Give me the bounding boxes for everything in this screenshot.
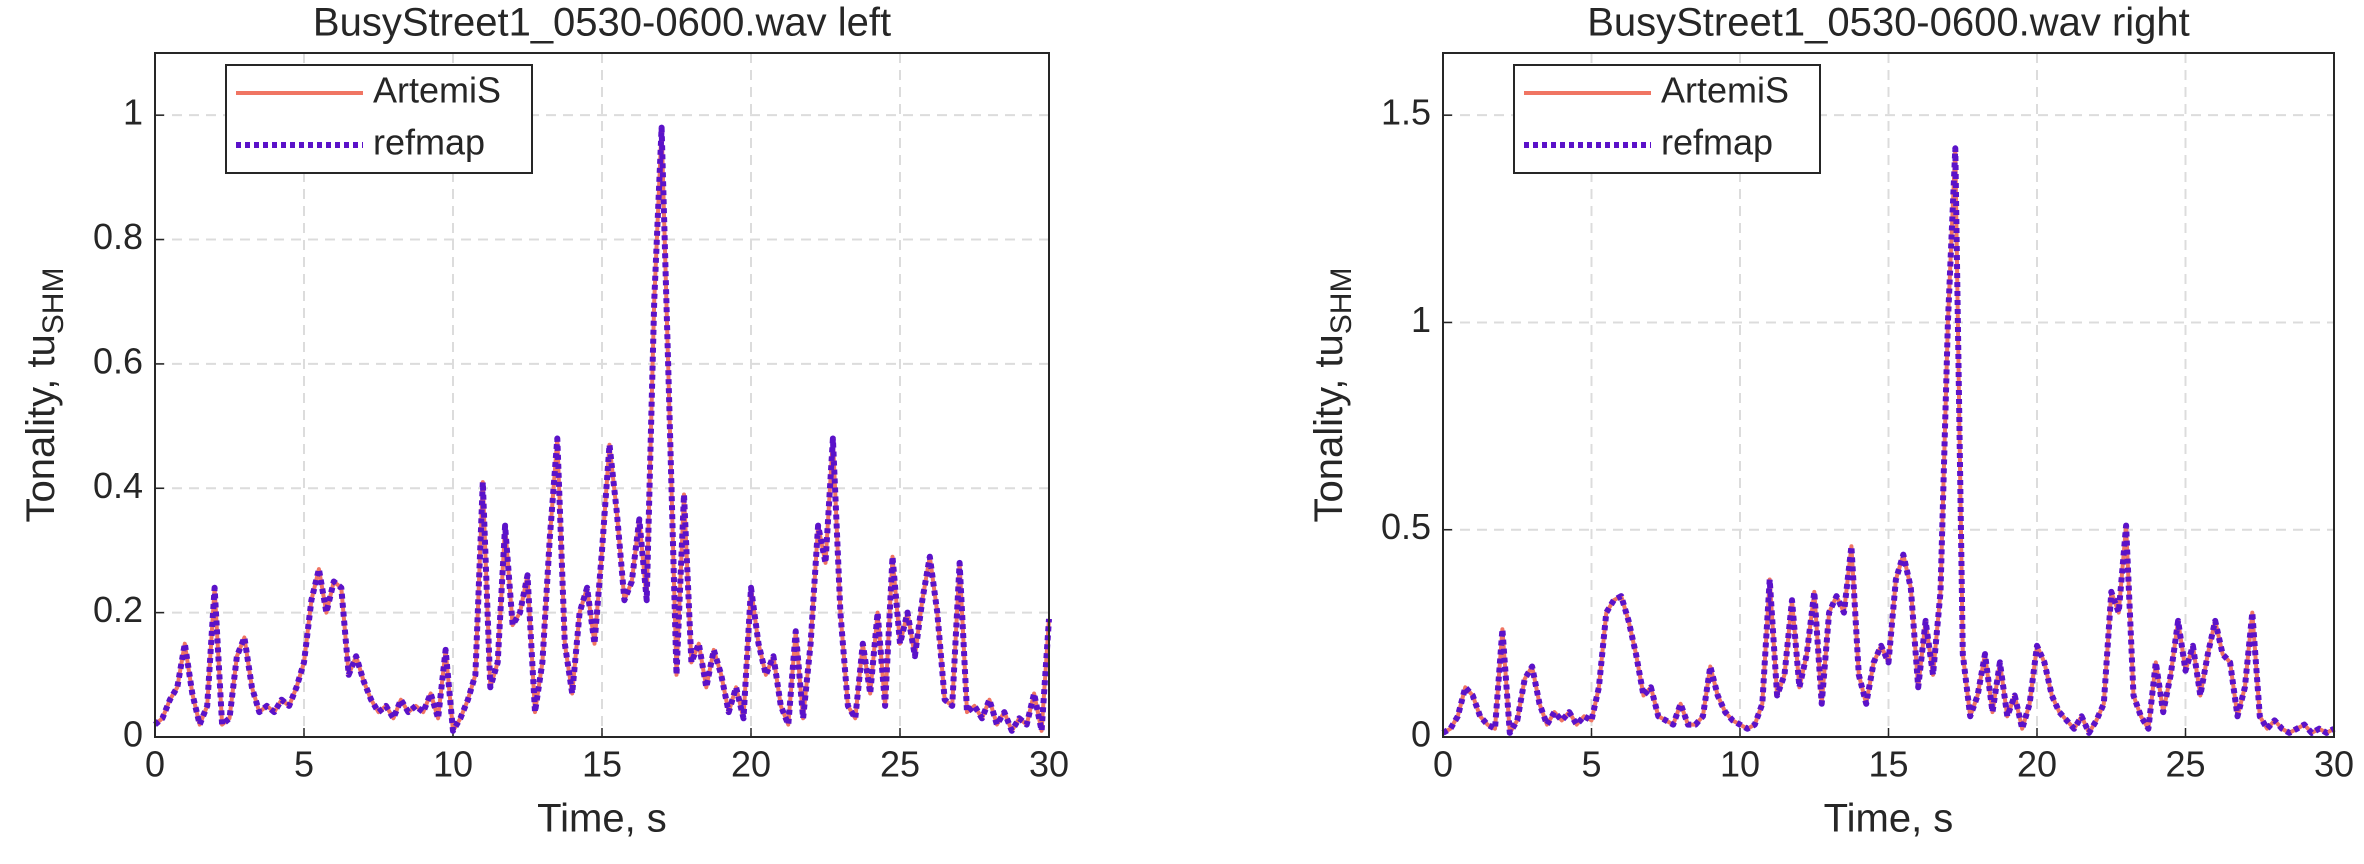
y-tick-label: 1 [1411, 299, 1431, 340]
x-tick-label: 10 [433, 744, 473, 785]
legend: ArtemiS refmap [1513, 64, 1821, 174]
y-tick-label: 0 [123, 714, 143, 755]
chart-title: BusyStreet1_0530-0600.wav right [1587, 1, 2190, 45]
y-axis-label-sub: SHM [37, 268, 70, 335]
legend: ArtemiS refmap [225, 64, 533, 174]
x-tick-label: 30 [2314, 744, 2354, 785]
y-axis-label-main: Tonality, tu [19, 334, 63, 522]
legend-label: ArtemiS [373, 70, 501, 111]
x-tick-label: 5 [294, 744, 314, 785]
series-line [1441, 145, 2336, 736]
y-tick-label: 0.5 [1381, 506, 1431, 547]
y-tick-label: 0.2 [93, 589, 143, 630]
x-axis-label: Time, s [1824, 797, 1954, 841]
subplot: 0 5 10 15 20 25 30 0 0.2 0.4 0.6 0.8 1 BusyStreet1_05… [19, 1, 1069, 841]
x-tick-label: 0 [145, 744, 165, 785]
x-axis-label: Time, s [537, 797, 667, 841]
subplot: 0 5 10 15 20 25 30 0 0.5 1 1.5 BusyStreet1_0530-060… [1307, 1, 2354, 841]
y-tick-label: 0.4 [93, 465, 143, 506]
y-axis-label: Tonality, tuSHM [19, 268, 70, 523]
legend-box [1513, 64, 1821, 174]
x-tick-label: 20 [731, 744, 771, 785]
y-tick-label: 0.8 [93, 216, 143, 257]
axes-box [1442, 52, 2335, 738]
x-tick-label: 15 [582, 744, 622, 785]
axes-box [154, 52, 1050, 738]
x-tick-label: 25 [2165, 744, 2205, 785]
legend-label: refmap [373, 122, 485, 163]
y-tick-label: 0.6 [93, 340, 143, 381]
y-axis-label-main: Tonality, tu [1307, 334, 1351, 522]
legend-box [225, 64, 533, 174]
x-tick-label: 25 [880, 744, 920, 785]
y-tick-label: 1.5 [1381, 92, 1431, 133]
chart-title: BusyStreet1_0530-0600.wav left [313, 1, 891, 45]
x-tick-label: 20 [2017, 744, 2057, 785]
y-axis-label-sub: SHM [1325, 268, 1358, 335]
y-axis-label: Tonality, tuSHM [1307, 268, 1358, 523]
x-tick-label: 5 [1581, 744, 1601, 785]
legend-label: ArtemiS [1661, 70, 1789, 111]
y-tick-label: 1 [123, 92, 143, 133]
x-tick-label: 15 [1868, 744, 1908, 785]
legend-label: refmap [1661, 122, 1773, 163]
x-tick-label: 10 [1720, 744, 1760, 785]
x-tick-label: 30 [1029, 744, 1069, 785]
series-line [153, 124, 1052, 734]
y-tick-label: 0 [1411, 714, 1431, 755]
x-tick-label: 0 [1433, 744, 1453, 785]
